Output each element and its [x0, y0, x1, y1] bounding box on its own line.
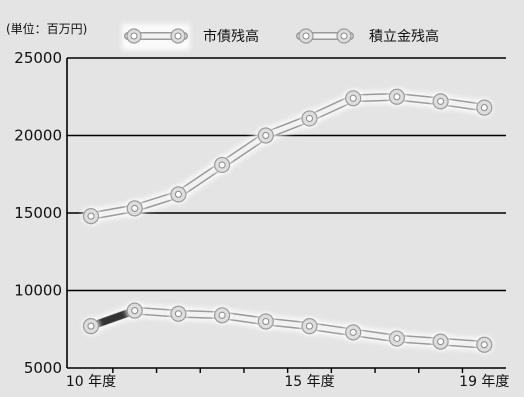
legend-marker-center-0-1 — [174, 32, 182, 40]
legend-label-0: 市債残高 — [203, 28, 259, 45]
legend-marker-center-1-0 — [302, 32, 310, 40]
legend-label-1: 積立金残高 — [369, 28, 439, 45]
series-0-point-center-7 — [393, 93, 401, 101]
y-tick-label-10000: 10000 — [14, 282, 62, 300]
x-tick-label-10: 10 年度 — [66, 374, 116, 390]
series-1-point-center-5 — [306, 322, 313, 330]
series-1-point-center-1 — [131, 307, 139, 315]
y-tick-label-25000: 25000 — [14, 49, 62, 67]
x-tick-label-15: 15 年度 — [284, 374, 334, 390]
y-tick-label-15000: 15000 — [14, 204, 62, 222]
series-1-line — [88, 308, 487, 348]
series-0-point-center-8 — [437, 97, 445, 105]
series-0-point-center-3 — [218, 161, 226, 169]
y-tick-label-5000: 5000 — [24, 359, 62, 377]
series-0-line — [88, 94, 487, 219]
unit-label: (単位：百万円) — [6, 21, 87, 36]
legend-marker-center-1-1 — [340, 32, 348, 40]
series-0-point-center-1 — [131, 204, 139, 212]
series-1-point-center-6 — [349, 328, 357, 336]
x-axis-ticks: 10 年度 15 年度 19 年度 — [66, 368, 509, 390]
series-0-point-center-0 — [87, 212, 95, 220]
series-1 — [82, 301, 494, 354]
series-1-point-center-8 — [437, 338, 445, 346]
y-axis-ticks: 5000 10000 15000 20000 25000 — [14, 49, 62, 377]
series-0-point-center-4 — [262, 132, 270, 139]
x-tick-label-19: 19 年度 — [459, 374, 509, 390]
series-0-point-center-2 — [174, 190, 182, 198]
y-tick-label-20000: 20000 — [14, 127, 62, 145]
legend: 市債残高 積立金残高 — [122, 24, 439, 50]
series-0-halo — [89, 89, 486, 223]
legend-marker-center-0-0 — [130, 32, 138, 40]
series-1-point-center-9 — [480, 341, 488, 349]
series-1-point-center-7 — [393, 335, 401, 343]
series-0-point-center-6 — [349, 94, 357, 102]
series-1-point-center-4 — [262, 318, 270, 325]
series-1-point-center-2 — [174, 310, 182, 318]
series-1-point-center-3 — [218, 311, 226, 319]
series-0-point-center-9 — [480, 104, 488, 112]
series-0 — [82, 87, 494, 226]
series-1-point-center-0 — [87, 322, 95, 330]
series-0-point-center-5 — [306, 114, 313, 122]
series-layer — [82, 87, 494, 354]
